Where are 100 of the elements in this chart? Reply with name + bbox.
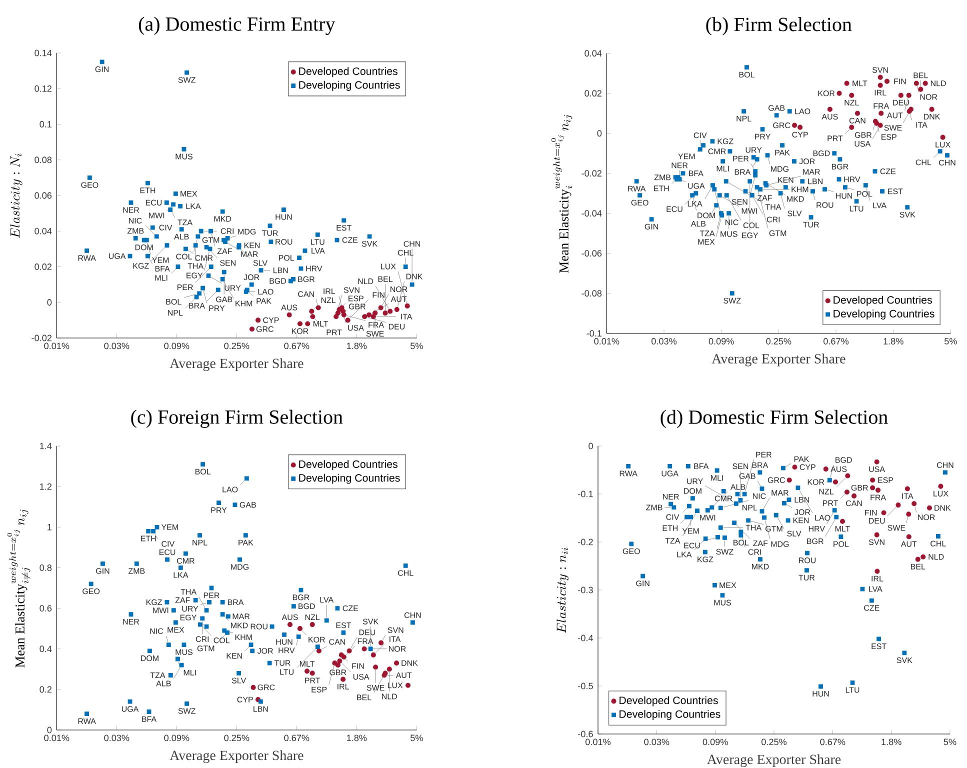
annotation: FIN — [865, 510, 877, 516]
y-tick-label: -0.4 — [578, 634, 594, 642]
annotation: BGR — [832, 164, 848, 170]
annotation: FRA — [368, 322, 384, 328]
annotation: HUN — [276, 214, 292, 220]
annotation: LAO — [222, 486, 238, 492]
x-axis-title: Average Exporter Share — [712, 354, 846, 366]
annotation: DEU — [388, 324, 405, 330]
x-tick-label: 1.8% — [347, 342, 367, 350]
annotation: RWA — [78, 255, 96, 261]
annotation: LVA — [873, 202, 887, 208]
annotation: GTM — [202, 237, 220, 243]
annotation: PRY — [755, 134, 770, 140]
legend-label: Developing Countries — [834, 310, 934, 320]
annotation: ECU — [146, 200, 162, 206]
annotation: ZAF — [175, 597, 190, 603]
annotation: MDG — [771, 166, 788, 172]
x-tick-label: 0.01% — [44, 734, 70, 742]
annotation: CRI — [196, 636, 209, 642]
y-tick-label: 0.8 — [40, 564, 52, 571]
legend-label: Developing Countries — [620, 710, 720, 720]
annotation: SLV — [253, 260, 268, 266]
y-tick-label: -0.06 — [582, 250, 602, 257]
annotation: MLT — [314, 321, 328, 327]
chart-title: (c) Foreign Firm Selection — [131, 410, 343, 428]
annotation: HUN — [812, 691, 829, 697]
annotation: IRL — [872, 576, 884, 582]
annotation: LKA — [688, 201, 702, 207]
annotation: CHL — [916, 160, 932, 166]
annotation: LTU — [850, 206, 864, 212]
annotation: PAK — [238, 540, 254, 546]
x-tick-label: 0.01% — [586, 738, 611, 746]
annotation: LUX — [381, 264, 396, 270]
annotation: MUS — [176, 154, 193, 160]
annotation: KHM — [792, 186, 808, 192]
annotation: CHN — [404, 241, 420, 247]
annotation: NPL — [168, 310, 183, 316]
annotation: GAB — [768, 105, 785, 111]
annotation: RWA — [78, 718, 96, 724]
annotation: CHL — [930, 540, 946, 546]
annotation: CAN — [298, 291, 314, 297]
annotation: DNK — [406, 274, 423, 280]
annotation: NER — [663, 494, 679, 500]
annotation: ITA — [390, 636, 401, 642]
annotation: ZMB — [654, 174, 671, 180]
annotation: ETH — [140, 188, 156, 194]
annotation: IRL — [324, 288, 336, 294]
annotation: PRT — [828, 136, 843, 142]
annotation: GIN — [636, 580, 650, 586]
annotation: AUS — [822, 114, 838, 120]
annotation: NZL — [321, 297, 336, 303]
y-tick-label: -0.3 — [578, 586, 593, 594]
annotation: MDG — [771, 541, 789, 547]
annotation: KEN — [244, 242, 260, 248]
annotation: TZA — [178, 220, 193, 226]
annotation: GIN — [644, 224, 658, 230]
annotation: ROU — [816, 202, 834, 208]
annotation: TUR — [803, 222, 819, 228]
annotation: ALB — [156, 680, 171, 686]
annotation: SVK — [900, 212, 916, 218]
legend-label: Developed Countries — [834, 296, 932, 306]
annotation: NPL — [736, 116, 752, 122]
annotation: NLD — [358, 278, 374, 284]
annotation: CHN — [936, 462, 954, 468]
annotation: CZE — [880, 168, 896, 174]
annotation: TZA — [150, 672, 166, 678]
annotation: DNK — [934, 505, 951, 511]
annotation: SEN — [732, 463, 748, 470]
annotation: CZE — [342, 605, 358, 612]
annotation: BRA — [734, 169, 751, 175]
legend-label: Developed Countries — [299, 67, 398, 78]
annotation: BGD — [813, 150, 830, 156]
annotation: ECU — [159, 549, 176, 556]
annotation: CRI — [766, 216, 780, 222]
x-tick-label: 0.67% — [820, 738, 846, 746]
annotation: NER — [123, 618, 140, 624]
annotation: KEN — [778, 177, 794, 183]
annotation: RWA — [620, 470, 638, 476]
annotation: IRL — [874, 90, 886, 96]
annotation: MAR — [241, 251, 258, 257]
annotation: NIC — [752, 493, 766, 500]
y-tick-label: -0.5 — [578, 682, 593, 690]
annotation: ALB — [174, 234, 189, 240]
annotation: MLI — [184, 670, 196, 676]
annotation: USA — [869, 466, 886, 472]
annotation: UGA — [122, 706, 139, 712]
annotation: GRC — [768, 477, 786, 483]
annotation: CHN — [938, 160, 956, 166]
annotation: PER — [177, 284, 193, 290]
annotation: MLT — [300, 661, 315, 667]
annotation: DEU — [869, 518, 885, 524]
annotation: BRA — [228, 599, 244, 605]
annotation: CYP — [237, 696, 253, 702]
annotation: POL — [857, 191, 872, 197]
annotation: CZE — [864, 605, 880, 611]
annotation: EGY — [180, 614, 197, 620]
annotation: PRY — [211, 507, 227, 513]
y-tick-label: 0.14 — [34, 50, 52, 56]
annotation: LBN — [273, 268, 288, 274]
annotation: LVA — [320, 597, 334, 603]
